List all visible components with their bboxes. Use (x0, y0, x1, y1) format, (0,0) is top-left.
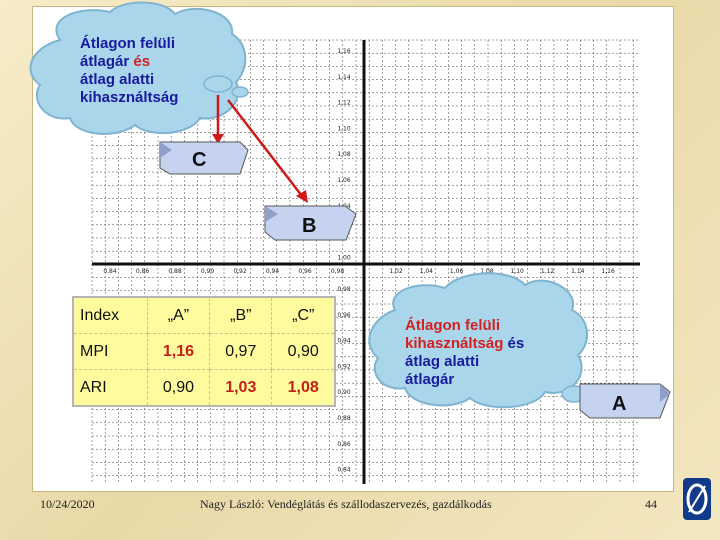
table-cell: 0,90 (146, 369, 211, 407)
cloud-top-left: Átlagon felüli átlagár és átlag alatti kiha… (29, 1, 249, 135)
tick-label: 1,10 (511, 268, 525, 275)
table-header-cell: „A” (146, 296, 211, 334)
footer-author: Nagy László: Vendéglátás és szállodaszer… (200, 497, 492, 511)
cloud-right: Átlagon felüli kihasználtság és átlag alat… (368, 272, 603, 409)
tick-label: 0,84 (337, 467, 351, 474)
tick-label: 0,90 (201, 268, 215, 275)
cloud-text-line: átlag alatti (405, 353, 479, 370)
table-row: MPI 1,16 0,97 0,90 (72, 333, 336, 370)
cloud-text-line: kihasználtság (80, 89, 178, 106)
banner-a: A (579, 383, 671, 419)
logo-icon (683, 478, 711, 520)
row-label: MPI (72, 333, 148, 370)
tick-label: 0,92 (337, 363, 351, 370)
cloud-text-line: Átlagon felüli (405, 317, 500, 334)
index-table: Index „A” „B” „C” MPI 1,16 0,97 0,90 ARI… (72, 296, 336, 407)
tick-label: 0,88 (168, 268, 182, 275)
tick-label: 0,86 (337, 441, 351, 448)
tick-label: 1,16 (337, 48, 351, 55)
cloud-text-line: és (508, 335, 525, 352)
arrows (212, 95, 308, 203)
cloud-text-line: és (133, 53, 150, 70)
table-cell: 0,97 (209, 333, 273, 370)
tick-label: 0,98 (331, 268, 345, 275)
table-header-cell: Index (72, 296, 148, 334)
cloud-text-line: kihasználtság (405, 335, 508, 352)
table-cell: 1,16 (146, 333, 211, 370)
tick-label: 1,02 (389, 268, 403, 275)
axis-ticks: 0,84 0,86 0,88 0,90 0,92 0,94 0,96 0,98 1,02 1,04… (103, 48, 615, 474)
tick-label: 0,88 (337, 415, 351, 422)
banner-b: B (264, 205, 357, 241)
footer-date: 10/24/2020 (40, 497, 95, 511)
cloud-text-line: átlag alatti (80, 71, 154, 88)
tick-label: 0,92 (233, 268, 247, 275)
tick-label: 1,12 (337, 100, 351, 107)
tick-label: 0,90 (337, 389, 351, 396)
tick-label: 1,08 (337, 151, 351, 158)
tick-label: 0,86 (136, 268, 150, 275)
tick-label: 1,12 (541, 268, 555, 275)
tick-label: 0,96 (337, 312, 351, 319)
table-cell: 1,08 (271, 369, 336, 407)
label-b: B (302, 215, 316, 237)
table-header-row: Index „A” „B” „C” (72, 296, 336, 334)
tick-label: 1,14 (571, 268, 585, 275)
label-a: A (612, 393, 626, 415)
cloud-text-line: Átlagon felüli (80, 35, 175, 52)
tick-label: 1,06 (337, 177, 351, 184)
tick-label: 0,84 (103, 268, 117, 275)
tick-label: 0,94 (337, 338, 351, 345)
table-header-cell: „B” (209, 296, 273, 334)
banner-c: C (159, 141, 249, 175)
table-header-cell: „C” (271, 296, 336, 334)
footer-page-number: 44 (645, 497, 657, 511)
tick-label: 1,14 (337, 74, 351, 81)
cloud-text-line: átlagár (80, 53, 133, 70)
tick-label: 0,98 (337, 286, 351, 293)
tick-label: 1,08 (480, 268, 494, 275)
table-cell: 1,03 (209, 369, 273, 407)
tick-label: 1,00 (337, 254, 351, 261)
tick-label: 1,10 (337, 125, 351, 132)
table-cell: 0,90 (271, 333, 336, 370)
cloud-text-line: átlagár (405, 371, 454, 388)
tick-label: 1,16 (601, 268, 615, 275)
tick-label: 0,96 (298, 268, 312, 275)
tick-label: 0,94 (266, 268, 280, 275)
row-label: ARI (72, 369, 148, 407)
table-row: ARI 0,90 1,03 1,08 (72, 369, 336, 407)
label-c: C (192, 149, 206, 171)
tick-label: 1,04 (420, 268, 434, 275)
cloud-top-left-text: Átlagon felüli átlagár és átlag alatti kiha… (80, 35, 178, 106)
cloud-right-text: Átlagon felüli kihasználtság és átlag alat… (405, 317, 524, 388)
tick-label: 1,06 (450, 268, 464, 275)
